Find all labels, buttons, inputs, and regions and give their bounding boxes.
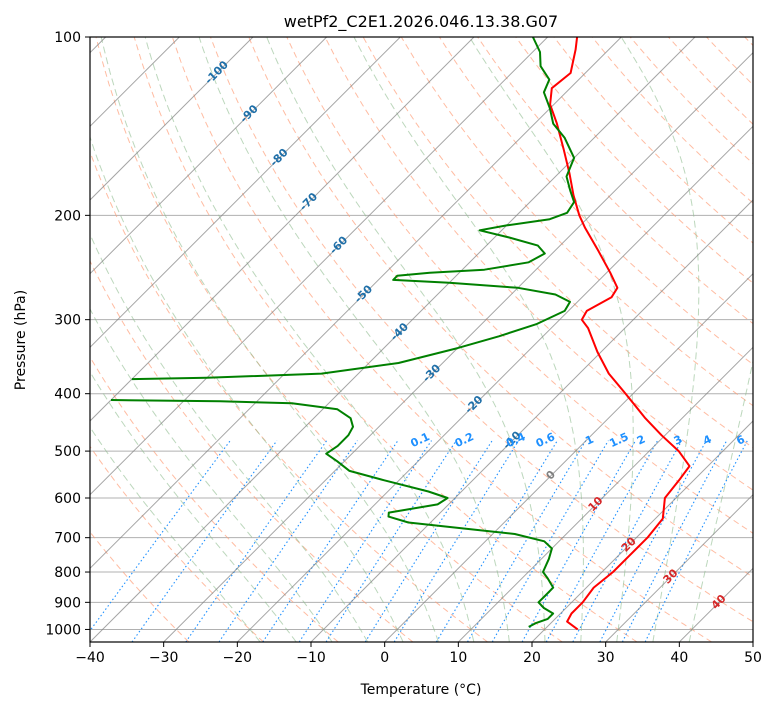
x-tick-label: 40 [670, 650, 688, 666]
data-lines [110, 37, 691, 631]
moist-adiabat-line [90, 135, 404, 642]
mixing-ratio-line [262, 440, 399, 642]
axis-ticks: −40 −30 −20 −10 0 10 20 30 40 50 100 200 300 400 500 60… [45, 30, 762, 666]
isotherm-line [90, 37, 622, 570]
dry-adiabat-line [133, 37, 638, 642]
isotherm-line [236, 125, 753, 642]
moist-adiabat-line [688, 358, 753, 642]
mixing-ratio-line [90, 440, 231, 632]
dry-adiabat-line [95, 37, 563, 642]
isotherm-line [384, 272, 753, 642]
mixing-ratio-line [545, 440, 659, 642]
mixing-ratio-line [298, 440, 432, 642]
mixing-ratio-line [185, 440, 328, 642]
y-tick-label: 400 [54, 387, 81, 403]
y-tick-label: 900 [54, 595, 81, 611]
dry-adiabat-line [324, 37, 753, 491]
moist-adiabat-line [620, 37, 700, 642]
dry-adiabat-line [210, 37, 753, 623]
isotherm-line [531, 420, 753, 642]
chart-title: wetPf2_C2E1.2026.046.13.38.G07 [284, 12, 558, 32]
isotherm-line [90, 37, 696, 642]
dry-adiabat-line [90, 445, 264, 642]
dry-adiabat-line [286, 37, 753, 534]
moist-adiabat-line [100, 37, 439, 642]
isotherm-line [310, 199, 753, 642]
x-tick-label: −30 [149, 650, 179, 666]
isotherm-line [605, 493, 753, 642]
mixing-ratio-line [131, 440, 278, 642]
x-tick-label: 30 [597, 650, 615, 666]
moist-adiabat-line [90, 426, 261, 642]
mixing-ratio-line [572, 440, 683, 642]
mixing-ratio-line [644, 440, 748, 642]
x-tick-label: 50 [744, 650, 762, 666]
isotherm-line [90, 37, 401, 349]
mixing-ratio-line [521, 440, 637, 642]
moist-adiabat-line [353, 37, 584, 642]
x-tick-label: 0 [380, 650, 389, 666]
moist-adiabat-line [90, 370, 297, 642]
y-tick-label: 300 [54, 313, 81, 329]
y-tick-label: 1000 [45, 622, 81, 638]
x-tick-label: 20 [523, 650, 541, 666]
y-tick-label: 100 [54, 30, 81, 46]
mixing-ratio-line [435, 440, 558, 642]
dewpoint-profile [110, 37, 576, 628]
y-tick-label: 700 [54, 531, 81, 547]
plot-frame [89, 36, 754, 643]
dry-adiabat-line [90, 356, 339, 642]
x-tick-label: −40 [75, 650, 105, 666]
moist-adiabat-line [266, 37, 546, 642]
dry-adiabat-line [248, 37, 753, 578]
x-tick-label: 10 [449, 650, 467, 666]
dry-adiabat-line [515, 37, 753, 284]
mixing-ratio-line [364, 440, 493, 642]
mixing-ratio-line [467, 440, 587, 642]
isotherm-line [90, 37, 254, 201]
x-axis-label: Temperature (°C) [360, 682, 482, 698]
moist-adiabat-line [198, 37, 510, 642]
moist-adiabat-line [90, 232, 369, 642]
dry-adiabat-line [171, 37, 712, 642]
y-tick-label: 200 [54, 208, 81, 224]
isotherm-line [90, 37, 475, 422]
y-axis-label: Pressure (hPa) [13, 290, 29, 390]
x-tick-label: −20 [223, 650, 253, 666]
y-tick-label: 800 [54, 565, 81, 581]
isotherm-line [163, 51, 753, 642]
isotherm-line [457, 346, 753, 642]
temperature-profile [549, 37, 691, 631]
isotherm-line [90, 37, 549, 496]
y-tick-label: 600 [54, 491, 81, 507]
y-tick-label: 500 [54, 444, 81, 460]
mixing-ratio-line [325, 440, 457, 642]
mixing-ratio-line [491, 440, 609, 642]
dry-adiabat-line [90, 259, 414, 642]
isotherm-line [90, 37, 328, 275]
x-tick-label: −10 [296, 650, 326, 666]
